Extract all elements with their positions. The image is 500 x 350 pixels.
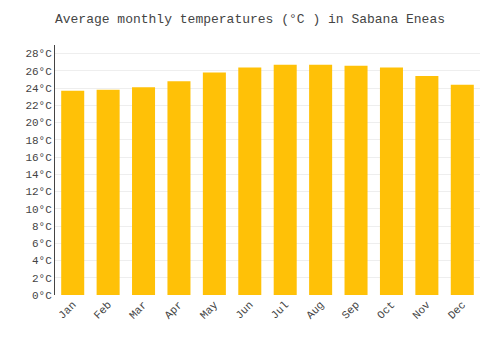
- svg-text:16°C: 16°C: [25, 152, 52, 164]
- svg-text:Apr: Apr: [162, 299, 184, 321]
- svg-text:0°C: 0°C: [32, 290, 52, 302]
- svg-text:20°C: 20°C: [25, 117, 52, 129]
- svg-text:26°C: 26°C: [25, 66, 52, 78]
- svg-text:Feb: Feb: [92, 299, 114, 321]
- svg-text:Sep: Sep: [340, 299, 362, 321]
- svg-text:4°C: 4°C: [32, 255, 52, 267]
- svg-text:Jun: Jun: [233, 299, 255, 321]
- svg-text:Nov: Nov: [410, 299, 433, 322]
- svg-text:10°C: 10°C: [25, 204, 52, 216]
- svg-text:Mar: Mar: [127, 299, 149, 321]
- svg-text:May: May: [198, 299, 221, 322]
- svg-text:22°C: 22°C: [25, 100, 52, 112]
- svg-text:Oct: Oct: [375, 299, 397, 321]
- svg-text:Average monthly temperatures (: Average monthly temperatures (°C ) in Sa…: [55, 12, 445, 27]
- svg-text:24°C: 24°C: [25, 83, 52, 95]
- svg-text:12°C: 12°C: [25, 186, 52, 198]
- svg-text:8°C: 8°C: [32, 221, 52, 233]
- svg-text:28°C: 28°C: [25, 48, 52, 60]
- svg-text:14°C: 14°C: [25, 169, 52, 181]
- svg-text:Jan: Jan: [56, 299, 78, 321]
- svg-text:6°C: 6°C: [32, 238, 52, 250]
- svg-text:Aug: Aug: [304, 299, 326, 321]
- svg-text:Jul: Jul: [269, 299, 291, 321]
- svg-text:18°C: 18°C: [25, 135, 52, 147]
- svg-text:Dec: Dec: [446, 299, 468, 321]
- svg-text:2°C: 2°C: [32, 273, 52, 285]
